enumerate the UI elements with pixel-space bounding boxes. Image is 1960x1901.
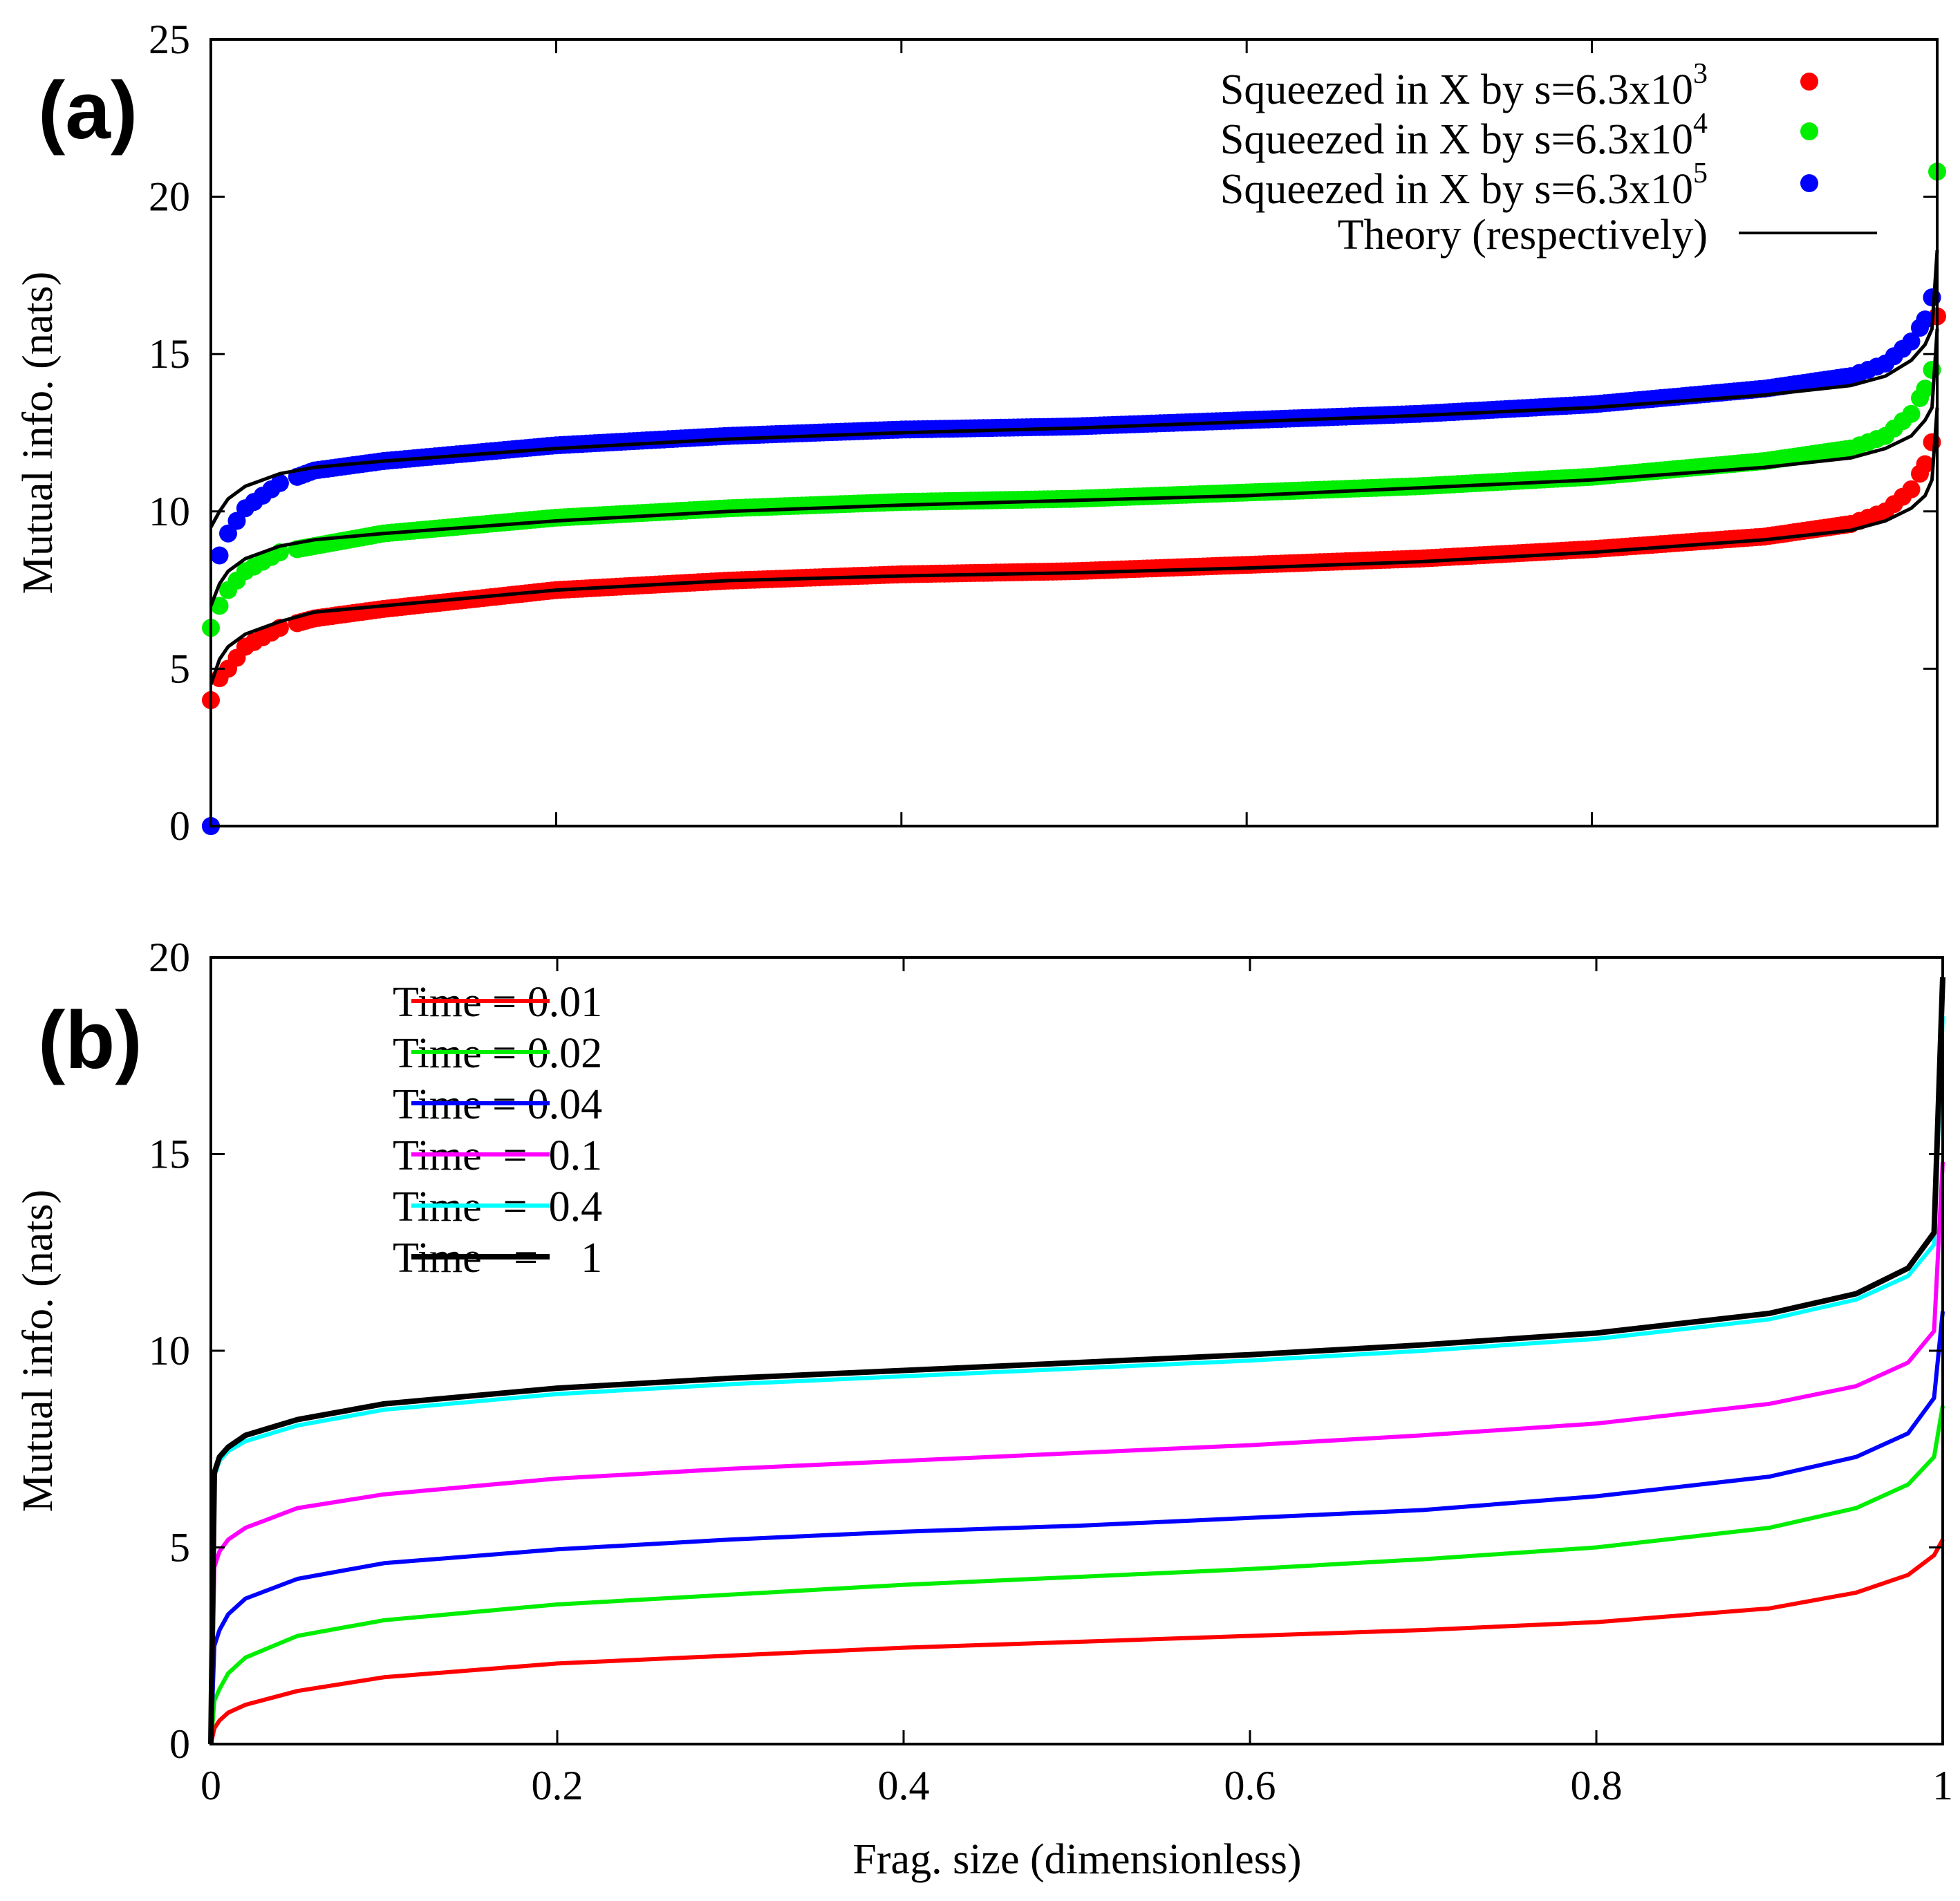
panel-a-series-3-point-379 — [1916, 310, 1934, 329]
panel-a-tag: (a) — [38, 65, 138, 156]
legend-entry-b-1: Time = 0.01 — [393, 979, 602, 1026]
legend-entry-a-1: Squeezed in X by s=6.3x103 — [1220, 58, 1818, 113]
panel-a-series-2-point-377 — [1902, 404, 1921, 423]
panel-a-ytick-label-2: 10 — [149, 489, 190, 534]
legend-exponent-a-1: 3 — [1693, 58, 1708, 90]
panel-a-legend: Squeezed in X by s=6.3x103 Squeezed in X… — [1220, 58, 1877, 259]
panel-a-series-2-point-1 — [210, 597, 229, 615]
legend-entry-b-2: Time = 0.02 — [393, 1030, 602, 1077]
legend-entry-b-3: Time = 0.04 — [393, 1081, 602, 1128]
panel-b-series-line-4 — [209, 1161, 1945, 1745]
panel-a: (a) 0 5 10 15 20 25 Mutual info. (nats) Squee… — [15, 17, 1946, 849]
panel-b-ytick-label-3: 15 — [149, 1132, 190, 1177]
panel-a-ytick-label-0: 0 — [169, 803, 190, 849]
panel-a-series-3-point-3 — [227, 512, 246, 530]
panel-a-frame — [209, 38, 1939, 827]
legend-entry-a-3: Squeezed in X by s=6.3x105 — [1220, 158, 1818, 213]
panel-b-xtick-label-5: 1 — [1932, 1763, 1953, 1808]
panel-b-xtick-label-2: 0.4 — [878, 1763, 930, 1808]
legend-entry-b-5: Time = 0.4 — [393, 1183, 602, 1230]
panel-a-series-3-point-8 — [270, 474, 289, 492]
panel-a-ticks: 0 5 10 15 20 25 — [149, 17, 1939, 849]
legend-entry-b-4: Time = 0.1 — [393, 1132, 602, 1179]
panel-b-ytick-label-1: 5 — [169, 1525, 190, 1571]
panel-b-xtick-label-0: 0 — [200, 1763, 221, 1808]
panel-b-ticks: 0 5 10 15 20 0 0.2 0.4 0.6 0.8 1 — [149, 935, 1953, 1808]
legend-label-a-1: Squeezed in X by s=6.3x103 — [1220, 58, 1708, 113]
legend-entry-a-2: Squeezed in X by s=6.3x104 — [1220, 108, 1818, 163]
legend-label-a-3: Squeezed in X by s=6.3x105 — [1220, 158, 1708, 213]
panel-a-theory-curve-1 — [209, 407, 1939, 686]
panel-b-xtick-label-1: 0.2 — [532, 1763, 584, 1808]
panel-b-tag: (b) — [38, 995, 142, 1086]
legend-marker-a-1 — [1800, 73, 1818, 91]
panel-b-y-axis-label: Mutual info. (nats) — [15, 1190, 62, 1513]
panel-a-ytick-label-3: 15 — [149, 331, 190, 377]
legend-label-a-2: Squeezed in X by s=6.3x104 — [1220, 108, 1708, 163]
panel-b-series-line-3 — [209, 1311, 1945, 1745]
panel-b-series-line-6 — [208, 977, 1945, 1745]
legend-entry-a-4: Theory (respectively) — [1338, 212, 1877, 259]
panel-b-series-line-1 — [209, 1538, 1945, 1745]
panel-b-legend: Time = 0.01 Time = 0.02 Time = 0.04 Time… — [393, 979, 602, 1282]
panel-b: (b) 0 5 10 15 20 0 0.2 0.4 0.6 0.8 1 Mutual info. … — [15, 935, 1953, 1883]
panel-a-plot-area — [202, 162, 1946, 835]
panel-a-series-1-point-377 — [1902, 480, 1921, 498]
legend-marker-a-3 — [1800, 174, 1818, 192]
panel-a-ytick-label-4: 20 — [149, 174, 190, 220]
legend-entry-b-6: Time = 1 — [393, 1235, 602, 1282]
panel-b-series-line-2 — [209, 1405, 1945, 1745]
panel-b-xtick-label-4: 0.8 — [1571, 1763, 1623, 1808]
panel-b-ytick-label-2: 10 — [149, 1328, 190, 1374]
legend-exponent-a-3: 5 — [1693, 158, 1708, 189]
panel-a-series-2-point-379 — [1916, 380, 1934, 398]
panel-b-x-axis-label: Frag. size (dimensionless) — [852, 1836, 1301, 1883]
panel-a-series-3-point-1 — [210, 546, 229, 565]
panel-b-ytick-label-0: 0 — [169, 1721, 190, 1767]
panel-a-ytick-label-5: 25 — [149, 17, 190, 62]
panel-b-xtick-label-3: 0.6 — [1224, 1763, 1276, 1808]
panel-a-ytick-label-1: 5 — [169, 646, 190, 691]
legend-exponent-a-2: 4 — [1693, 108, 1708, 140]
legend-marker-a-2 — [1800, 122, 1818, 140]
panel-b-ytick-label-4: 20 — [149, 935, 190, 980]
panel-a-theory-curve-3 — [209, 250, 1939, 528]
panel-a-series-3-point-377 — [1902, 333, 1921, 350]
legend-label-a-4: Theory (respectively) — [1338, 212, 1708, 259]
panel-b-plot-area — [208, 977, 1945, 1745]
panel-a-y-axis-label: Mutual info. (nats) — [15, 272, 62, 594]
panel-a-series-1-point-379 — [1916, 455, 1934, 474]
panel-a-series-3-point-2 — [219, 524, 237, 543]
panel-a-theory-curve-2 — [209, 328, 1939, 607]
